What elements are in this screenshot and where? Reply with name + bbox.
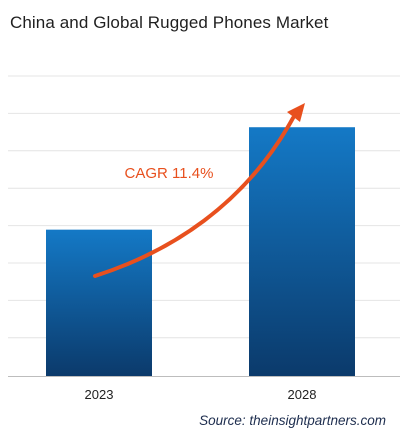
cagr-arrowhead	[287, 103, 305, 122]
x-tick-label: 2028	[288, 387, 317, 402]
bar-2023	[46, 229, 152, 376]
source-note: Source: theinsightpartners.com	[199, 413, 386, 428]
source-label: Source:	[199, 413, 250, 428]
x-tick-label: 2023	[85, 387, 114, 402]
cagr-arrow	[93, 116, 295, 278]
cagr-annotation: CAGR 11.4%	[93, 103, 305, 278]
x-axis: 2023 2028	[8, 376, 400, 402]
cagr-label: CAGR 11.4%	[125, 165, 214, 182]
bars	[46, 127, 355, 376]
bar-2028	[249, 127, 355, 376]
chart-title: China and Global Rugged Phones Market	[10, 13, 329, 32]
source-site: theinsightpartners.com	[249, 413, 386, 428]
